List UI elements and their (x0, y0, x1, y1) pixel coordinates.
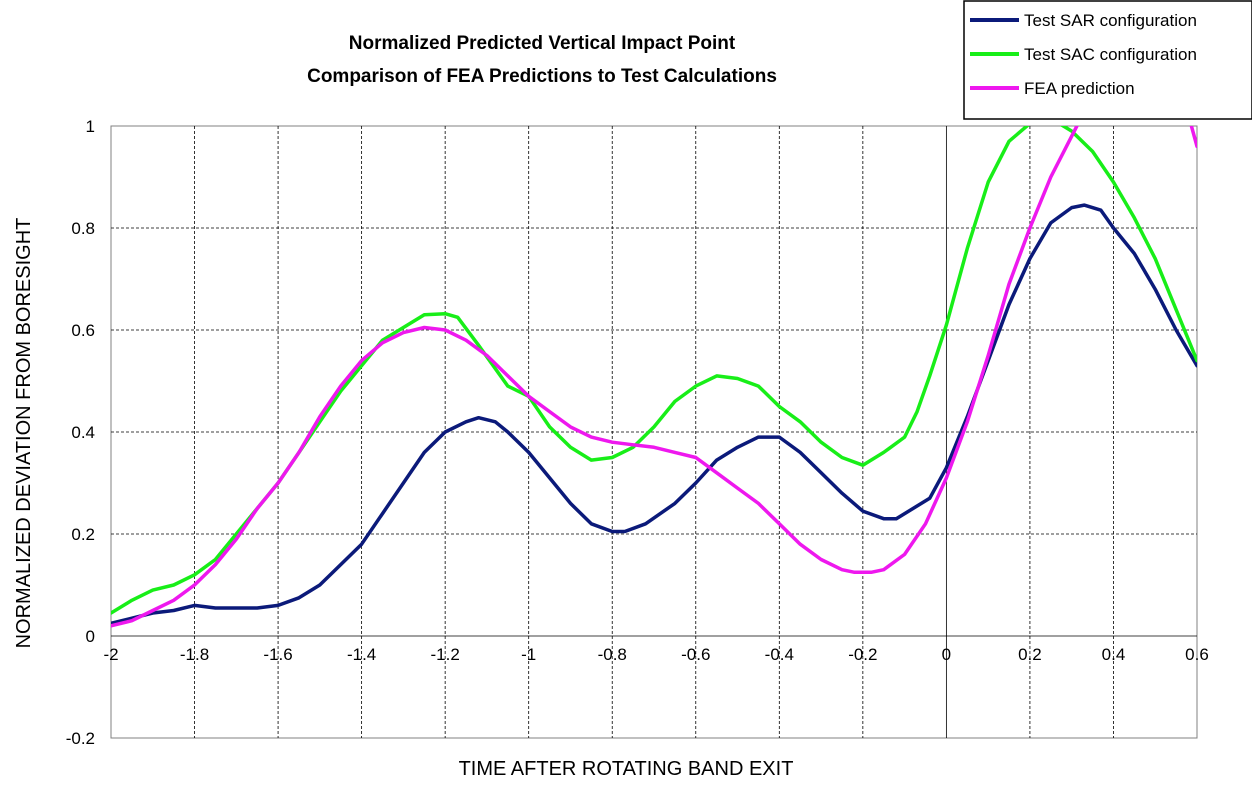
series-line-test-sar-configuration (111, 203, 1197, 626)
y-tick-label: 0.2 (71, 525, 95, 544)
legend: Test SAR configuration Test SAC configura… (963, 0, 1252, 120)
x-tick-label: -1.2 (431, 645, 460, 664)
y-tick-label: 0 (86, 627, 95, 646)
series-line-fea-prediction (111, 126, 1197, 628)
x-tick-label: -0.4 (765, 645, 794, 664)
x-tick-label: -0.8 (598, 645, 627, 664)
y-tick-label: -0.2 (66, 729, 95, 748)
y-tick-label: 0.6 (71, 321, 95, 340)
x-tick-label: -1 (521, 645, 536, 664)
y-axis-label: NORMALIZED DEVIATION FROM BORESIGHT (13, 218, 35, 649)
x-tick-label: 0 (942, 645, 951, 664)
chart-title: Normalized Predicted Vertical Impact Poi… (349, 33, 736, 54)
x-tick-label: 0.2 (1018, 645, 1042, 664)
x-tick-label: 0.6 (1185, 645, 1209, 664)
y-tick-label: 0.8 (71, 219, 95, 238)
grid (111, 126, 1197, 738)
y-tick-label: 0.4 (71, 423, 95, 442)
x-tick-label: -1.6 (263, 645, 292, 664)
legend-label-test-sar-configuration: Test SAR configuration (1024, 11, 1197, 30)
x-tick-label: -0.6 (681, 645, 710, 664)
x-tick-label: -1.8 (180, 645, 209, 664)
chart-subtitle: Comparison of FEA Predictions to Test Ca… (307, 66, 777, 87)
y-tick-label: 1 (86, 117, 95, 136)
tick-labels: -2 -1.8 -1.6 -1.4 -1.2 -1 -0.8 -0.6 -0.4 -0.2 0 0.2… (66, 117, 1209, 748)
series-group (111, 126, 1197, 628)
legend-label-fea-prediction: FEA prediction (1024, 79, 1135, 98)
legend-label-test-sac-configuration: Test SAC configuration (1024, 45, 1197, 64)
x-tick-label: 0.4 (1102, 645, 1126, 664)
x-tick-label: -1.4 (347, 645, 376, 664)
x-tick-label: -0.2 (848, 645, 877, 664)
x-tick-label: -2 (103, 645, 118, 664)
x-axis-label: TIME AFTER ROTATING BAND EXIT (459, 758, 794, 780)
